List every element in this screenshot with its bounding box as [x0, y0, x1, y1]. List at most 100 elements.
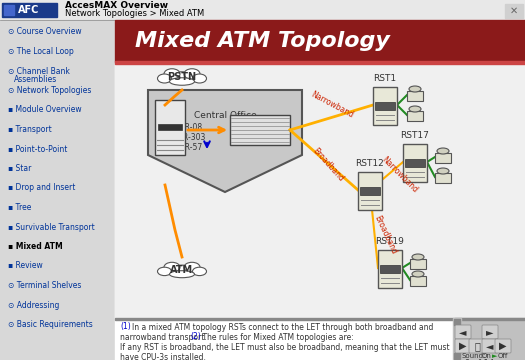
Bar — [115, 61, 525, 64]
Ellipse shape — [158, 267, 172, 276]
Bar — [375, 102, 395, 110]
Text: have CPU-3s installed.: have CPU-3s installed. — [120, 352, 206, 360]
Text: ⊙ Course Overview: ⊙ Course Overview — [8, 27, 81, 36]
Text: PSTN: PSTN — [167, 72, 196, 82]
Text: ▪ Star: ▪ Star — [8, 164, 32, 173]
Bar — [115, 20, 525, 320]
Text: Narrowband: Narrowband — [309, 90, 355, 120]
Ellipse shape — [412, 254, 424, 260]
Text: (2): (2) — [191, 333, 201, 342]
Text: Sound:: Sound: — [462, 353, 486, 359]
Bar — [410, 259, 426, 269]
Text: On: On — [482, 353, 492, 359]
Text: Network Topologies > Mixed ATM: Network Topologies > Mixed ATM — [65, 9, 204, 18]
Text: Assemblies: Assemblies — [14, 75, 57, 84]
Bar — [403, 144, 427, 182]
Text: ▪ Transport: ▪ Transport — [8, 125, 52, 134]
Bar — [358, 172, 382, 210]
Text: Central Office: Central Office — [194, 111, 256, 120]
Ellipse shape — [437, 148, 449, 154]
Ellipse shape — [184, 69, 200, 79]
Ellipse shape — [173, 72, 191, 82]
Ellipse shape — [409, 106, 421, 112]
Ellipse shape — [193, 267, 206, 276]
Text: ▶: ▶ — [459, 341, 467, 351]
Ellipse shape — [184, 262, 200, 272]
Text: RST17: RST17 — [401, 131, 429, 140]
Text: Off: Off — [498, 353, 508, 359]
Text: ►: ► — [486, 327, 494, 337]
Bar — [410, 276, 426, 286]
Bar — [453, 318, 461, 360]
Ellipse shape — [412, 271, 424, 277]
Bar — [405, 159, 425, 167]
Bar — [373, 87, 397, 125]
Ellipse shape — [158, 74, 172, 83]
Text: ⊙ Channel Bank: ⊙ Channel Bank — [8, 67, 70, 76]
Ellipse shape — [164, 69, 180, 79]
Text: ✕: ✕ — [510, 6, 518, 16]
Bar — [115, 318, 455, 360]
Text: ◄: ◄ — [459, 327, 467, 337]
Text: ▪ Review: ▪ Review — [8, 261, 43, 270]
Text: ▪ Survivable Transport: ▪ Survivable Transport — [8, 222, 94, 231]
Text: ▪ Module Overview: ▪ Module Overview — [8, 105, 81, 114]
Text: Mixed ATM Topology: Mixed ATM Topology — [135, 31, 390, 51]
Text: Broadband: Broadband — [372, 214, 398, 256]
Bar — [454, 319, 460, 325]
Bar — [4, 5, 14, 15]
Text: AccesMAX Overview: AccesMAX Overview — [65, 1, 168, 10]
Bar — [380, 265, 400, 273]
Ellipse shape — [170, 78, 194, 85]
Text: LET: LET — [246, 125, 274, 139]
Text: ⏸: ⏸ — [474, 341, 480, 351]
FancyBboxPatch shape — [495, 339, 511, 353]
Text: ⊙ Network Topologies: ⊙ Network Topologies — [8, 86, 91, 95]
Text: ATM: ATM — [171, 265, 194, 275]
Text: ▶: ▶ — [499, 341, 507, 351]
Polygon shape — [148, 90, 302, 192]
Text: In a mixed ATM topology RSTs connect to the LET through both broadband and: In a mixed ATM topology RSTs connect to … — [132, 323, 433, 332]
Text: Narrowband: Narrowband — [380, 155, 420, 195]
Text: ⊙ The Local Loop: ⊙ The Local Loop — [8, 47, 74, 56]
Text: GR-303: GR-303 — [178, 134, 206, 143]
Text: ⊙ Basic Requirements: ⊙ Basic Requirements — [8, 320, 93, 329]
Bar — [378, 250, 402, 288]
Ellipse shape — [437, 168, 449, 174]
Bar — [407, 111, 423, 121]
Ellipse shape — [173, 265, 191, 275]
Text: RST19: RST19 — [375, 237, 404, 246]
Text: ⊙ Terminal Shelves: ⊙ Terminal Shelves — [8, 281, 81, 290]
Text: If any RST is broadband, the LET must also be broadband, meaning that the LET mu: If any RST is broadband, the LET must al… — [120, 342, 449, 351]
Text: narrowband transport.: narrowband transport. — [120, 333, 209, 342]
FancyBboxPatch shape — [469, 339, 485, 353]
Bar — [158, 124, 182, 130]
Text: ⊙ Addressing: ⊙ Addressing — [8, 301, 59, 310]
Text: ▪ Tree: ▪ Tree — [8, 203, 32, 212]
Ellipse shape — [164, 262, 180, 272]
Bar — [435, 153, 451, 163]
Ellipse shape — [170, 271, 194, 278]
Text: ◄: ◄ — [486, 341, 494, 351]
Bar — [360, 187, 380, 195]
Bar — [454, 353, 460, 359]
Text: AFC: AFC — [18, 5, 40, 15]
Bar — [0, 0, 525, 20]
Bar — [435, 173, 451, 183]
Text: TR-57: TR-57 — [181, 144, 203, 153]
Text: The rules for Mixed ATM topologies are:: The rules for Mixed ATM topologies are: — [201, 333, 354, 342]
Bar — [155, 100, 185, 155]
Bar — [0, 0, 525, 20]
Bar — [455, 318, 525, 360]
Ellipse shape — [409, 86, 421, 92]
Text: RST1: RST1 — [373, 74, 396, 83]
Bar — [2, 3, 57, 17]
Text: ▪ Point-to-Point: ▪ Point-to-Point — [8, 144, 67, 153]
FancyBboxPatch shape — [455, 339, 471, 353]
Bar — [455, 318, 525, 320]
Text: TR-08: TR-08 — [181, 123, 203, 132]
Text: ▪ Mixed ATM: ▪ Mixed ATM — [8, 242, 63, 251]
FancyBboxPatch shape — [455, 325, 471, 339]
Bar — [115, 64, 525, 320]
Bar — [115, 318, 455, 320]
